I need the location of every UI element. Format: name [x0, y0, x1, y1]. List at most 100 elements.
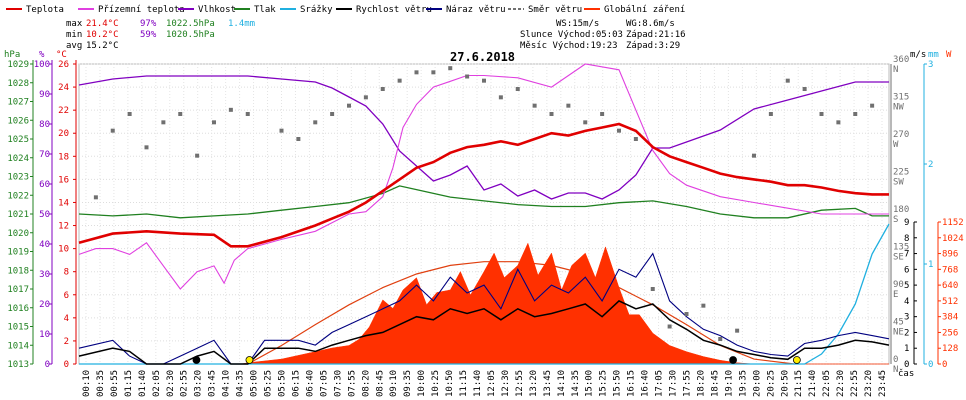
- axis-tick-label-temperature: 20: [58, 129, 69, 139]
- axis-tick-label-pressure: 1020: [7, 229, 29, 239]
- moonset-marker: [192, 356, 201, 364]
- axis-tick-label-pressure: 1019: [7, 248, 29, 258]
- stats-min-label: min: [66, 30, 82, 40]
- stats-max-press: 1022.5hPa: [166, 19, 215, 29]
- x-tick-label: 10:50: [445, 370, 455, 397]
- axis-tick-label-temperature: 0: [64, 360, 69, 370]
- x-tick-label: 08:45: [375, 370, 385, 397]
- series-smer-vetru-point: [549, 112, 554, 116]
- x-tick-label: 21:40: [808, 370, 818, 397]
- stats-avg-label: avg: [66, 41, 82, 51]
- axis-tick-label-direction: 315: [893, 93, 909, 103]
- chart-title: 27.6.2018: [450, 50, 515, 64]
- series-smer-vetru-point: [836, 120, 841, 125]
- axis-tick-label-rain: 2: [928, 160, 933, 170]
- axis-tick-label-wind: 1: [904, 344, 909, 354]
- x-tick-label: 12:55: [515, 370, 525, 397]
- axis-unit-wind: m/s: [910, 50, 926, 60]
- stats-block: max 21.4°C 97% 1022.5hPa 1.4mm min 10.2°…: [66, 19, 686, 51]
- series-smer-vetru-point: [498, 95, 503, 100]
- legend-label: Náraz větru: [446, 5, 506, 15]
- axis-tick-label-temperature: 22: [58, 106, 69, 116]
- stats-sun-set: Západ:21:16: [626, 30, 686, 40]
- series-vlhkost: [78, 75, 889, 200]
- axis-tick-label-humidity: 30: [39, 270, 50, 280]
- series-smer-vetru-point: [110, 128, 115, 133]
- legend-label: Globální záření: [604, 5, 685, 15]
- stats-min-temp: 10.2°C: [86, 30, 119, 40]
- series-naraz-vetru: [78, 252, 890, 365]
- axis-tick-label-radiation: 896: [942, 250, 958, 260]
- axis-tick-label-direction-cardinal: NW: [893, 103, 904, 113]
- series-smer-vetru-point: [532, 103, 537, 108]
- x-tick-label: 19:35: [738, 370, 748, 397]
- axis-tick-label-pressure: 1017: [7, 285, 29, 295]
- series-smer-vetru-point: [819, 112, 824, 116]
- stats-rain-total: 1.4mm: [228, 19, 255, 29]
- series-smer-vetru-point: [296, 137, 301, 141]
- series-smer-vetru-point: [684, 312, 689, 316]
- stats-moon-set: Západ:3:29: [626, 41, 680, 51]
- series-rychlost-vetru: [78, 300, 890, 365]
- series-smer-vetru-point: [735, 328, 740, 333]
- axis-tick-label-temperature: 16: [58, 175, 69, 185]
- x-tick-label: 15:25: [599, 370, 609, 397]
- stats-wg: WG:8.6m/s: [626, 19, 675, 29]
- stats-ws: WS:15m/s: [556, 19, 599, 29]
- axis-tick-label-direction: 270: [893, 130, 909, 140]
- series-teoreticke-zareni: [247, 261, 795, 365]
- legend-label: Tlak: [254, 5, 276, 15]
- axis-tick-label-humidity: 90: [39, 90, 50, 100]
- axis-tick-label-temperature: 6: [64, 291, 69, 301]
- axis-tick-label-pressure: 1026: [7, 116, 29, 126]
- series-smer-vetru-point: [583, 120, 588, 125]
- series-smer-vetru-point: [313, 120, 318, 125]
- axis-tick-label-pressure: 1025: [7, 135, 29, 145]
- x-tick-label: 23:45: [878, 370, 888, 397]
- axis-tick-label-wind: 3: [904, 313, 909, 323]
- legend-label: Rychlost větru: [356, 5, 432, 15]
- series-globalni-zareni: [79, 242, 889, 365]
- x-tick-label: 02:05: [152, 370, 162, 397]
- axis-tick-label-radiation: 640: [942, 281, 958, 291]
- x-tick-label: 10:25: [431, 370, 441, 397]
- radiation-series: [79, 242, 889, 365]
- stats-avg-temp: 15.2°C: [86, 41, 119, 51]
- axis-tick-label-radiation: 768: [942, 265, 958, 275]
- axis-unit-temperature: °C: [56, 50, 67, 60]
- x-tick-label: 22:05: [822, 370, 832, 397]
- x-tick-label: 20:25: [766, 370, 776, 397]
- axis-tick-label-pressure: 1018: [7, 266, 29, 276]
- axis-tick-label-temperature: 2: [64, 337, 69, 347]
- axis-tick-label-humidity: 70: [39, 150, 50, 160]
- axis-tick-label-humidity: 0: [45, 360, 50, 370]
- x-tick-labels: 00:10 00:35 00:55 01:15 01:40 02:05 02:30 02:55…: [82, 370, 888, 397]
- series-smer-vetru-point: [448, 66, 453, 71]
- series-smer-vetru-point: [397, 78, 402, 83]
- x-tick-label: 23:20: [864, 370, 874, 397]
- x-tick-label: 06:15: [291, 370, 301, 397]
- x-tick-label: 08:20: [361, 370, 371, 397]
- axis-tick-label-direction-cardinal: E: [893, 290, 898, 300]
- axis-tick-label-radiation: 128: [942, 344, 958, 354]
- sunrise-marker: [245, 356, 254, 364]
- x-tick-label: 20:00: [752, 370, 762, 397]
- axis-tick-label-temperature: 18: [58, 152, 69, 162]
- axis-tick-label-humidity: 50: [39, 210, 50, 220]
- series-smer-vetru-point: [380, 87, 385, 91]
- stats-min-hum: 59%: [140, 30, 157, 40]
- legend-label: Vlhkost: [198, 5, 236, 15]
- x-tick-label: 13:45: [543, 370, 553, 397]
- x-tick-label: 12:05: [487, 370, 497, 397]
- axis-tick-label-direction: 90: [893, 280, 904, 290]
- x-tick-label: 21:15: [794, 370, 804, 397]
- x-tick-label: 15:00: [585, 370, 595, 397]
- axis-tick-label-wind: 4: [904, 297, 909, 307]
- series-prizemni-teplota: [78, 63, 889, 290]
- axis-tick-label-humidity: 100: [34, 60, 50, 70]
- axis-tick-label-direction: 180: [893, 205, 909, 215]
- x-tick-label: 07:05: [319, 370, 329, 397]
- series-smer-vetru-point: [330, 112, 335, 116]
- axis-tick-label-wind: 5: [904, 281, 909, 291]
- x-tick-label: 00:55: [110, 370, 120, 397]
